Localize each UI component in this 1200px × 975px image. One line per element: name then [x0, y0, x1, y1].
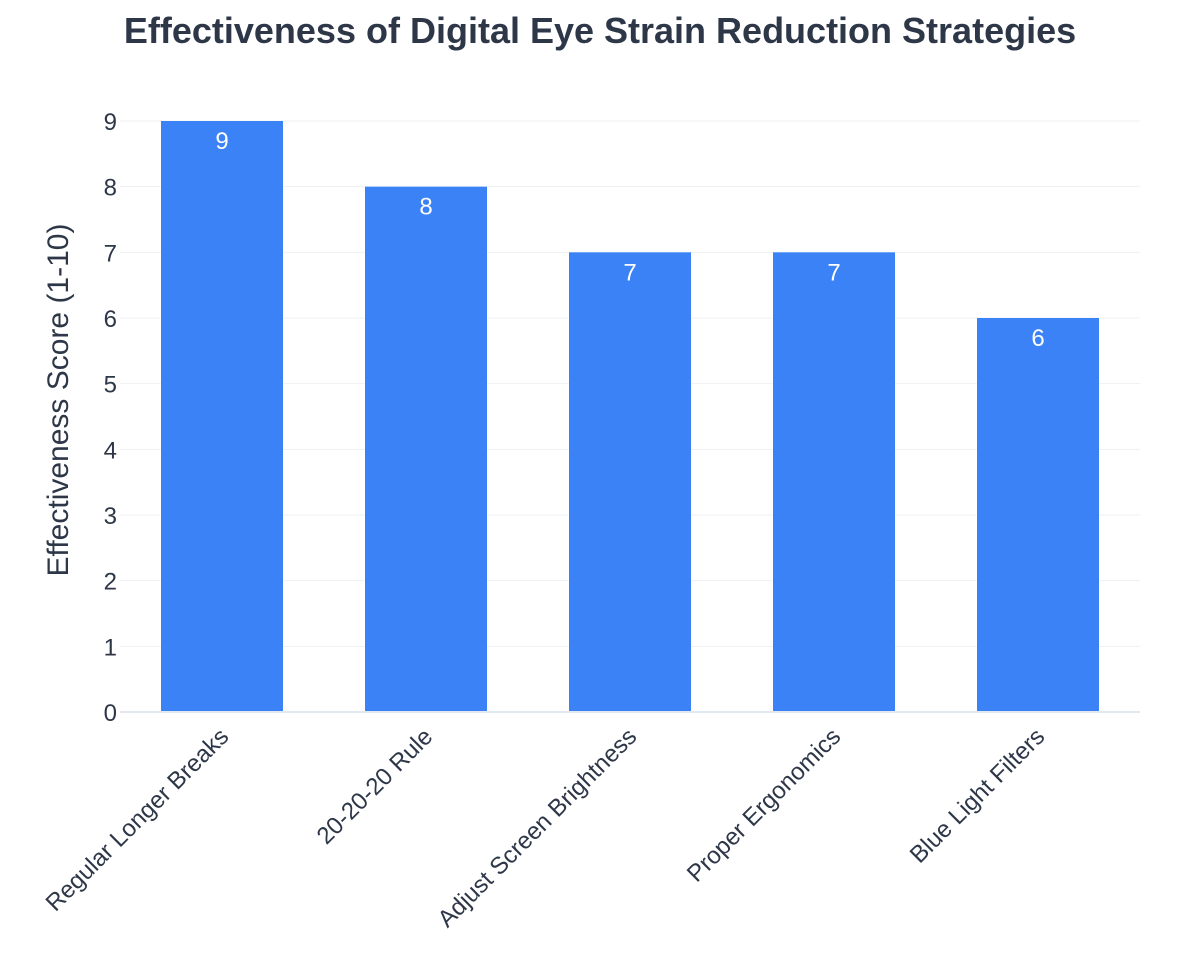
y-axis-title: Effectiveness Score (1-10) [42, 224, 75, 577]
bar-value-label: 8 [419, 194, 432, 221]
x-tick-label: Adjust Screen Brightness [433, 723, 643, 933]
y-tick-label: 0 [104, 700, 117, 727]
y-tick-label: 8 [104, 175, 117, 202]
y-tick-label: 2 [104, 569, 117, 596]
bar-value-label: 9 [215, 128, 228, 155]
x-tick-label: Blue Light Filters [905, 723, 1050, 868]
bars [161, 121, 1099, 713]
data-labels: 9 8 7 7 6 [215, 128, 1044, 352]
y-tick-label: 6 [104, 306, 117, 333]
bar-3 [569, 252, 691, 713]
y-tick-label: 5 [104, 372, 117, 399]
y-tick-label: 9 [104, 109, 117, 136]
y-tick-label: 1 [104, 634, 117, 661]
bar-value-label: 6 [1031, 325, 1044, 352]
bar-4 [773, 252, 895, 713]
y-tick-label: 7 [104, 240, 117, 267]
x-tick-label: Regular Longer Breaks [41, 723, 235, 917]
y-tick-label: 3 [104, 503, 117, 530]
y-tick-label: 4 [104, 437, 117, 464]
chart-title: Effectiveness of Digital Eye Strain Redu… [123, 10, 1077, 51]
bar-5 [977, 318, 1099, 712]
x-tick-label: Proper Ergonomics [682, 723, 846, 887]
x-tick-label: 20-20-20 Rule [312, 723, 439, 850]
bar-value-label: 7 [623, 259, 636, 286]
bar-1 [161, 121, 283, 712]
bar-2 [365, 186, 487, 712]
bar-value-label: 7 [827, 259, 840, 286]
x-axis-labels: Regular Longer Breaks 20-20-20 RuleAdjust… [41, 723, 1051, 933]
y-axis-ticks: 0 1 2 3 4 5 6 7 8 9 [104, 109, 117, 727]
